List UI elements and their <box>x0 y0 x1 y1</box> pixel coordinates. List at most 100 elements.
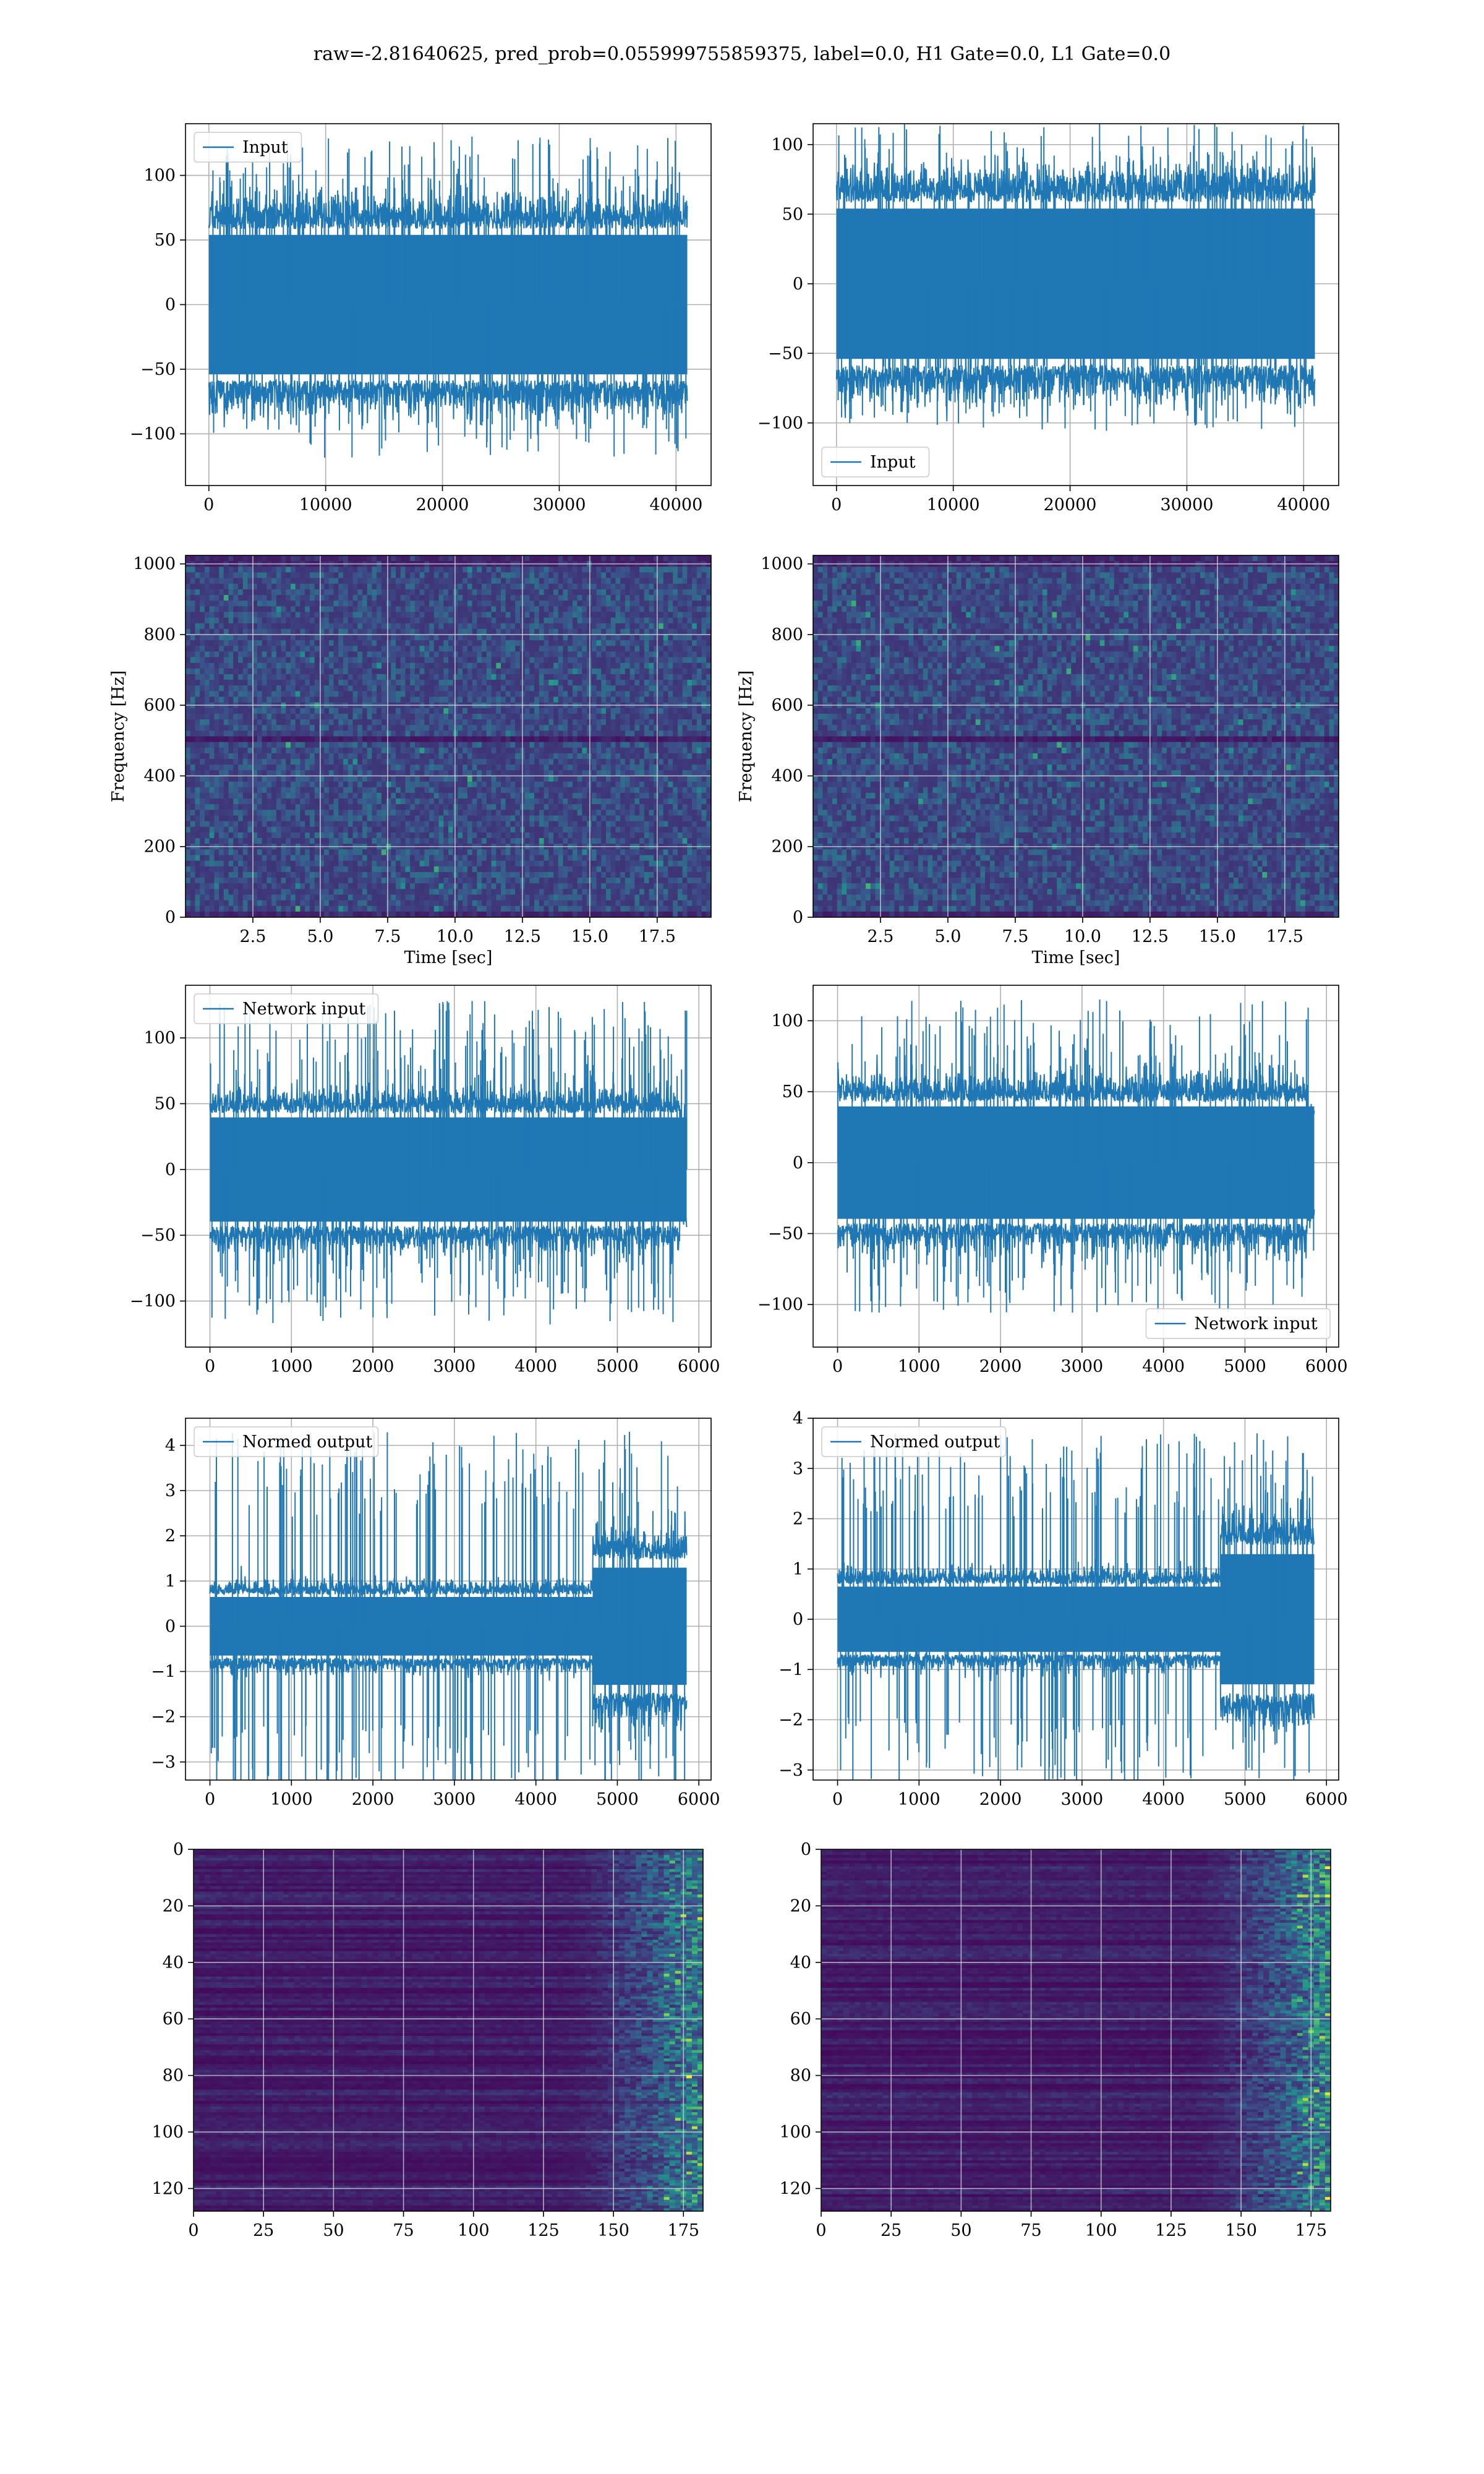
heatmap-cell <box>367 628 372 635</box>
heatmap-cell <box>596 623 602 630</box>
heatmap-cell <box>348 747 354 754</box>
heatmap-cell <box>568 776 573 782</box>
heatmap-cell <box>677 725 683 731</box>
heatmap-cell <box>563 578 568 584</box>
heatmap-cell <box>429 708 435 714</box>
heatmap-cell <box>338 770 344 777</box>
heatmap-cell <box>668 742 673 748</box>
legend: Input <box>821 447 930 477</box>
heatmap-cell <box>328 798 335 805</box>
heatmap-cell <box>620 572 626 579</box>
heatmap-cell <box>620 725 626 731</box>
heatmap-cell <box>701 792 707 799</box>
heatmap-cell <box>687 696 693 703</box>
heatmap-cell <box>438 725 444 731</box>
heatmap-cell <box>620 640 626 646</box>
heatmap-cell <box>429 680 435 686</box>
heatmap-cell <box>405 555 411 562</box>
heatmap-cell <box>563 764 568 771</box>
heatmap-cell <box>247 623 253 630</box>
heatmap-cell <box>443 804 449 810</box>
heatmap-cell <box>386 680 391 686</box>
heatmap-cell <box>271 713 277 720</box>
heatmap-cell <box>396 657 401 664</box>
heatmap-cell <box>295 589 301 596</box>
heatmap-cell <box>644 589 650 596</box>
heatmap-cell <box>601 662 607 669</box>
heatmap-cell <box>696 606 702 613</box>
heatmap-cell <box>548 770 554 777</box>
heatmap-cell <box>433 730 440 737</box>
heatmap-cell <box>286 634 291 641</box>
y-tick-label: 50 <box>155 231 176 250</box>
heatmap-cell <box>505 640 511 646</box>
heatmap-cell <box>400 730 406 737</box>
heatmap-cell <box>314 787 320 794</box>
heatmap-cell <box>553 628 559 635</box>
heatmap-cell <box>305 606 310 613</box>
heatmap-cell <box>262 787 267 794</box>
heatmap-cell <box>529 578 535 584</box>
heatmap-cell <box>534 725 540 731</box>
heatmap-cell <box>677 572 683 579</box>
heatmap-cell <box>563 747 568 754</box>
heatmap-cell <box>429 601 435 607</box>
heatmap-cell <box>328 606 335 613</box>
heatmap-cell <box>276 589 282 596</box>
heatmap-cell <box>544 719 549 726</box>
heatmap-cell <box>649 696 654 703</box>
heatmap-cell <box>391 781 396 788</box>
heatmap-cell <box>328 781 335 788</box>
heatmap-cell <box>467 764 473 771</box>
heatmap-cell <box>348 583 354 590</box>
heatmap-cell <box>386 792 391 799</box>
x-tick-label: 30000 <box>1160 495 1213 515</box>
heatmap-cell <box>482 555 487 562</box>
heatmap-cell <box>352 657 358 664</box>
heatmap-cell <box>463 696 468 703</box>
heatmap-cell <box>362 606 368 613</box>
heatmap-cell <box>281 601 286 607</box>
heatmap-cell <box>276 759 282 765</box>
heatmap-cell <box>295 798 301 805</box>
heatmap-cell <box>510 770 516 777</box>
heatmap-cell <box>352 742 358 748</box>
heatmap-cell <box>219 651 224 658</box>
heatmap-cell <box>433 759 440 765</box>
heatmap-cell <box>524 725 530 731</box>
heatmap-cell <box>496 651 501 658</box>
heatmap-cell <box>286 725 291 731</box>
heatmap-cell <box>682 680 688 686</box>
heatmap-cell <box>396 787 401 794</box>
heatmap-cell <box>524 623 530 630</box>
heatmap-cell <box>453 606 459 613</box>
legend-box <box>194 132 302 163</box>
heatmap-cell <box>410 747 416 754</box>
heatmap-cell <box>510 680 516 686</box>
heatmap-cell <box>305 640 310 646</box>
heatmap-cell <box>568 612 573 618</box>
heatmap-cell <box>596 583 602 590</box>
heatmap-cell <box>558 567 564 573</box>
heatmap-cell <box>548 634 554 641</box>
heatmap-cell <box>615 668 621 675</box>
heatmap-cell <box>505 804 511 810</box>
heatmap-cell <box>338 730 344 737</box>
heatmap-cell <box>242 753 249 760</box>
heatmap-cell <box>223 691 229 698</box>
heatmap-cell <box>463 713 468 720</box>
heatmap-cell <box>629 764 635 771</box>
heatmap-cell <box>219 764 224 771</box>
heatmap-cell <box>568 623 573 630</box>
heatmap-cell <box>267 601 272 607</box>
heatmap-cell <box>510 798 516 805</box>
heatmap-cell <box>433 685 440 691</box>
heatmap-cell <box>433 606 440 613</box>
heatmap-cell <box>477 583 482 590</box>
heatmap-cell <box>309 662 315 669</box>
heatmap-cell <box>381 792 387 799</box>
heatmap-cell <box>491 781 497 788</box>
heatmap-cell <box>472 736 477 743</box>
heatmap-cell <box>572 708 578 714</box>
heatmap-cell <box>405 725 411 731</box>
